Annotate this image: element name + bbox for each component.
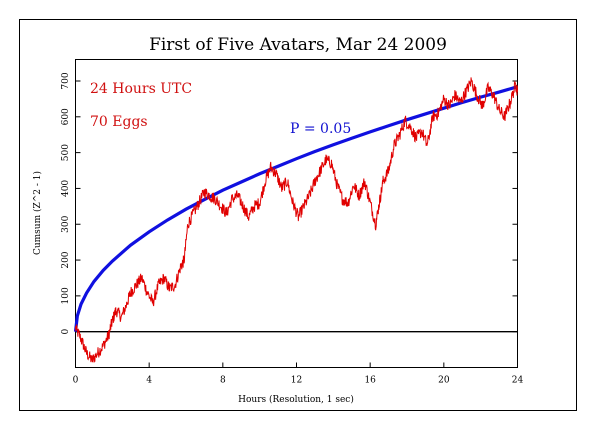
y-tick-label: 300 — [61, 215, 71, 232]
x-tick-label: 4 — [146, 376, 152, 386]
y-tick-label: 100 — [61, 287, 71, 304]
x-tick-label: 12 — [291, 376, 302, 386]
x-axis-ticks: 0 4 8 12 16 20 24 — [73, 362, 524, 386]
x-tick-label: 16 — [364, 376, 376, 386]
x-axis-label: Hours (Resolution, 1 sec) — [238, 394, 354, 405]
eggs-count-label: 70 Eggs — [90, 114, 148, 130]
y-tick-label: 0 — [61, 329, 71, 335]
x-tick-label: 20 — [438, 376, 450, 386]
x-tick-label: 8 — [220, 376, 226, 386]
y-tick-label: 200 — [61, 251, 71, 268]
probability-envelope-line — [73, 85, 518, 332]
y-tick-label: 400 — [61, 180, 71, 197]
x-tick-label: 24 — [512, 376, 524, 386]
x-tick-label: 0 — [73, 376, 79, 386]
p-value-label: P = 0.05 — [290, 121, 351, 137]
hours-utc-label: 24 Hours UTC — [90, 81, 192, 97]
chart-title: First of Five Avatars, Mar 24 2009 — [149, 35, 447, 55]
y-tick-label: 500 — [61, 144, 71, 161]
cumsum-line — [75, 77, 518, 363]
y-tick-label: 600 — [61, 108, 71, 125]
y-axis-label: Cumsum (Z^2 - 1) — [32, 171, 43, 255]
y-axis-ticks: 0 100 200 300 400 500 600 700 — [61, 72, 518, 335]
y-tick-label: 700 — [61, 72, 71, 89]
